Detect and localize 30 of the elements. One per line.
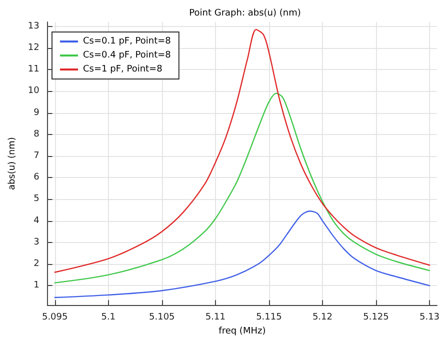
x-tick-label: 5.115 [256, 312, 282, 323]
y-tick-label: 9 [34, 108, 40, 118]
line-series [54, 210, 430, 298]
x-tick-label: 5.1 [101, 312, 116, 323]
x-tick-label: 5.125 [363, 312, 389, 323]
legend-label: Cs=0.4 pF, Point=8 [83, 50, 172, 60]
line-series [54, 92, 430, 284]
y-tick-label: 6 [34, 172, 40, 183]
y-tick-label: 7 [34, 150, 40, 161]
legend-label: Cs=0.1 pF, Point=8 [83, 36, 172, 46]
line-series [54, 28, 430, 273]
x-tick-label: 5.095 [42, 312, 68, 323]
y-tick-label: 10 [28, 86, 40, 96]
y-tick-label: 5 [34, 194, 40, 204]
x-axis-title: freq (MHz) [218, 326, 266, 336]
y-tick-label: 8 [34, 129, 40, 140]
y-tick-label: 1 [34, 280, 40, 291]
y-axis-title: abs(u) (nm) [8, 137, 18, 190]
chart-title: Point Graph: abs(u) (nm) [189, 8, 301, 18]
y-tick-label: 13 [28, 21, 40, 32]
y-tick-label: 4 [34, 216, 40, 226]
y-tick-label: 12 [28, 42, 40, 53]
x-tick-label: 5.11 [205, 312, 226, 323]
y-tick-label: 3 [34, 237, 40, 248]
x-tick-label: 5.13 [419, 312, 440, 323]
y-tick-label: 11 [28, 64, 40, 75]
x-tick-label: 5.105 [149, 312, 175, 323]
y-tick-label: 2 [34, 259, 40, 270]
legend-label: Cs=1 pF, Point=8 [83, 64, 163, 74]
x-tick-label: 5.12 [312, 312, 332, 323]
